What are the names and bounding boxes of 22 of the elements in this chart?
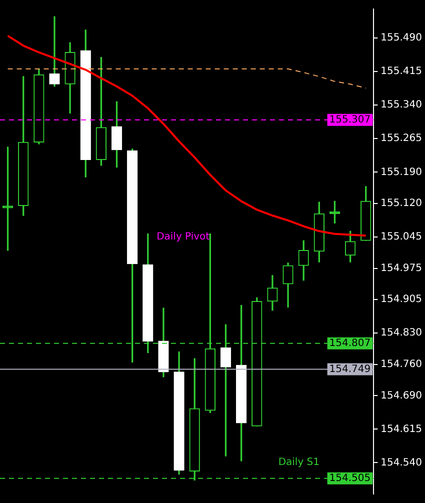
y-tick-label: 154.975 bbox=[380, 262, 422, 274]
y-tick-label: 155.120 bbox=[380, 198, 422, 210]
annotation: Daily Pivot bbox=[156, 232, 210, 243]
ref-line-label: 154.749 bbox=[329, 364, 371, 375]
y-tick-label: 155.190 bbox=[380, 166, 422, 178]
y-tick-label: 155.045 bbox=[380, 232, 422, 243]
y-tick-label: 155.490 bbox=[380, 32, 422, 44]
y-tick-label: 155.340 bbox=[380, 100, 422, 111]
y-tick-label: 154.690 bbox=[380, 390, 422, 402]
y-tick-label: 154.615 bbox=[380, 424, 422, 435]
y-tick-label: 154.905 bbox=[380, 294, 422, 306]
ref-line-label: 154.505 bbox=[329, 472, 371, 484]
y-tick-label: 154.760 bbox=[380, 358, 422, 370]
y-tick-label: 154.540 bbox=[380, 457, 422, 468]
y-tick-label: 154.830 bbox=[380, 328, 422, 339]
candlestick bbox=[49, 16, 60, 87]
line-series bbox=[7, 68, 366, 89]
y-tick-label: 155.265 bbox=[380, 133, 422, 144]
y-tick-label: 155.415 bbox=[380, 66, 422, 78]
annotation: Daily S1 bbox=[278, 457, 320, 468]
ref-line-label: 154.807 bbox=[329, 338, 371, 349]
ref-line-label: 155.307 bbox=[329, 114, 371, 126]
